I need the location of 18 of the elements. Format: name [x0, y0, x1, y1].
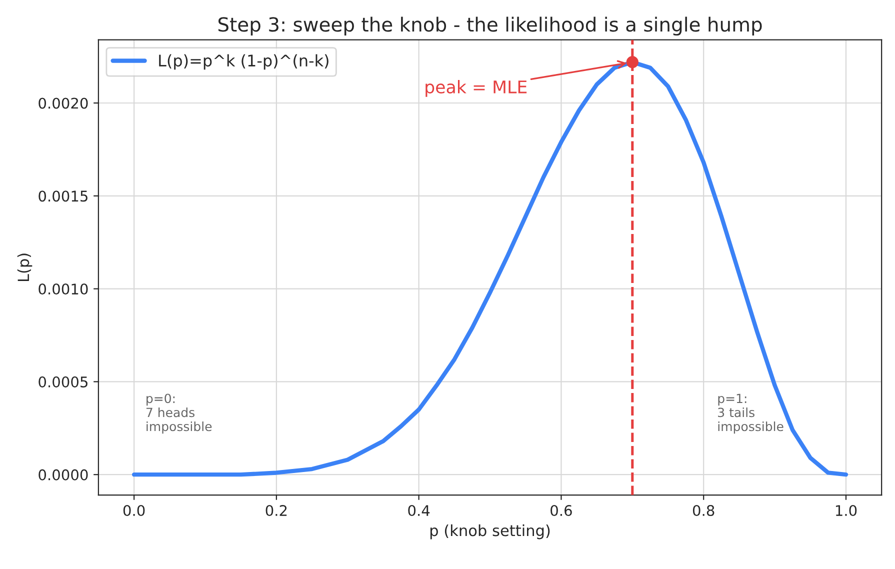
- x-tick-label: 0.8: [692, 505, 714, 516]
- x-tick-label: 0.6: [550, 505, 572, 516]
- y-tick-label: 0.0010: [38, 284, 88, 295]
- x-axis-title: p (knob setting): [430, 524, 550, 540]
- y-tick-label: 0.0000: [38, 469, 88, 480]
- y-tick-label: 0.0005: [38, 376, 88, 388]
- y-tick-label: 0.0015: [38, 190, 88, 202]
- annotation: peak = MLE: [426, 80, 527, 97]
- annotation: p=1: 3 tails impossible: [718, 394, 784, 434]
- x-tick-label: 0.4: [408, 505, 430, 516]
- y-axis-title: L(p): [17, 254, 32, 281]
- x-tick-label: 1.0: [836, 505, 857, 516]
- legend-label: L(p)=p^k (1-p)^(n-k): [159, 54, 328, 70]
- chart-title: Step 3: sweep the knob - the likelihood is a single hump: [218, 16, 762, 36]
- x-tick-label: 0.2: [266, 505, 287, 516]
- y-tick-label: 0.0020: [38, 98, 88, 109]
- x-tick-label: 0.0: [123, 505, 145, 516]
- annotation: p=0: 7 heads impossible: [146, 394, 212, 434]
